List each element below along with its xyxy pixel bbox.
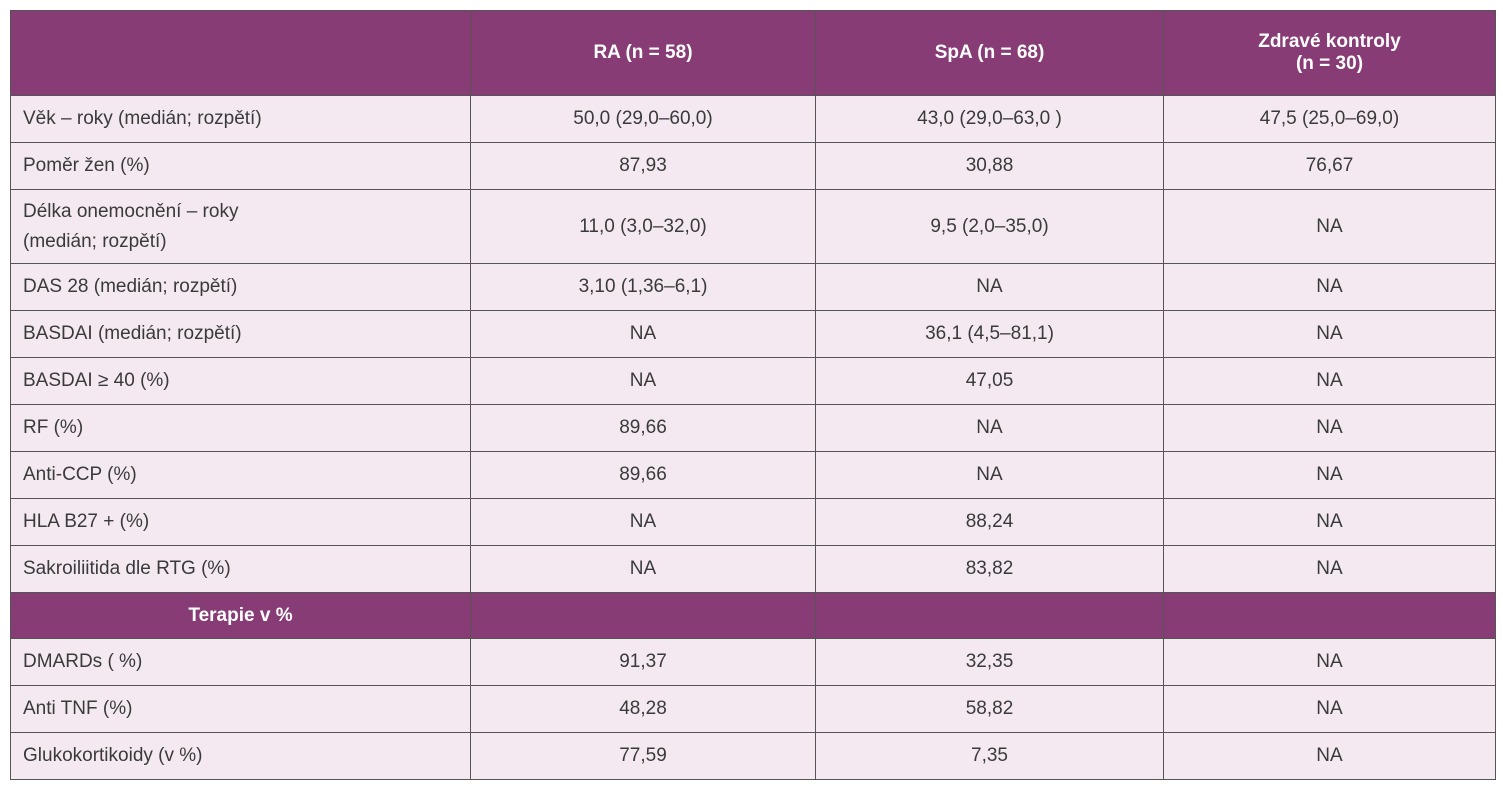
header-row: RA (n = 58) SpA (n = 68) Zdravé kontroly (n… xyxy=(10,10,1496,96)
row-label: DMARDs ( %) xyxy=(10,638,471,686)
table-row: Glukokortikoidy (v %) 77,59 7,35 NA xyxy=(10,732,1496,780)
section-cell xyxy=(815,592,1164,639)
table-row: BASDAI ≥ 40 (%) NA 47,05 NA xyxy=(10,357,1496,405)
cell: 36,1 (4,5–81,1) xyxy=(815,310,1164,358)
cell: NA xyxy=(470,357,816,405)
cell: 87,93 xyxy=(470,142,816,190)
cell: NA xyxy=(1163,498,1496,546)
header-cell xyxy=(10,10,471,96)
cell: NA xyxy=(470,545,816,593)
cell: 50,0 (29,0–60,0) xyxy=(470,95,816,143)
cell: NA xyxy=(1163,263,1496,311)
text-line: Zdravé kontroly xyxy=(1258,31,1401,52)
table-row: HLA B27 + (%) NA 88,24 NA xyxy=(10,498,1496,546)
header-cell: SpA (n = 68) xyxy=(815,10,1164,96)
header-cell: RA (n = 58) xyxy=(470,10,816,96)
cell: 43,0 (29,0–63,0 ) xyxy=(815,95,1164,143)
cell: 47,05 xyxy=(815,357,1164,405)
table-body: Věk – roky (medián; rozpětí) 50,0 (29,0–6… xyxy=(10,95,1496,780)
cell: NA xyxy=(1163,357,1496,405)
row-label: HLA B27 + (%) xyxy=(10,498,471,546)
cell: NA xyxy=(815,263,1164,311)
row-label: Věk – roky (medián; rozpětí) xyxy=(10,95,471,143)
cell: NA xyxy=(470,498,816,546)
table-row: BASDAI (medián; rozpětí) NA 36,1 (4,5–81,1… xyxy=(10,310,1496,358)
row-label: Sakroiliitida dle RTG (%) xyxy=(10,545,471,593)
cell: 76,67 xyxy=(1163,142,1496,190)
cell: 88,24 xyxy=(815,498,1164,546)
table-row: DAS 28 (medián; rozpětí) 3,10 (1,36–6,1) N… xyxy=(10,263,1496,311)
text-line: Délka onemocnění – roky xyxy=(23,201,239,223)
cell: NA xyxy=(1163,685,1496,733)
row-label: Glukokortikoidy (v %) xyxy=(10,732,471,780)
cell: 83,82 xyxy=(815,545,1164,593)
cell: 3,10 (1,36–6,1) xyxy=(470,263,816,311)
cell: 9,5 (2,0–35,0) xyxy=(815,189,1164,264)
cell: 89,66 xyxy=(470,451,816,499)
header-cell: Zdravé kontroly (n = 30) xyxy=(1163,10,1496,96)
section-cell xyxy=(1163,592,1496,639)
cell: 32,35 xyxy=(815,638,1164,686)
cell: 48,28 xyxy=(470,685,816,733)
table-row: Délka onemocnění – roky (medián; rozpětí)… xyxy=(10,189,1496,264)
cell: NA xyxy=(815,404,1164,452)
cell: 11,0 (3,0–32,0) xyxy=(470,189,816,264)
table-row: Věk – roky (medián; rozpětí) 50,0 (29,0–6… xyxy=(10,95,1496,143)
row-label: Poměr žen (%) xyxy=(10,142,471,190)
row-label: Délka onemocnění – roky (medián; rozpětí) xyxy=(10,189,471,264)
cell: NA xyxy=(1163,189,1496,264)
text-line: (n = 30) xyxy=(1295,53,1364,74)
row-label: Anti TNF (%) xyxy=(10,685,471,733)
table-row: DMARDs ( %) 91,37 32,35 NA xyxy=(10,638,1496,686)
row-label: BASDAI (medián; rozpětí) xyxy=(10,310,471,358)
row-label: Anti-CCP (%) xyxy=(10,451,471,499)
text-line: (medián; rozpětí) xyxy=(23,230,167,252)
table-row: Anti-CCP (%) 89,66 NA NA xyxy=(10,451,1496,499)
cell: NA xyxy=(1163,310,1496,358)
data-table: RA (n = 58) SpA (n = 68) Zdravé kontroly (n… xyxy=(10,10,1496,780)
cell: 91,37 xyxy=(470,638,816,686)
cell: 30,88 xyxy=(815,142,1164,190)
cell: NA xyxy=(1163,451,1496,499)
table-row: RF (%) 89,66 NA NA xyxy=(10,404,1496,452)
cell: NA xyxy=(815,451,1164,499)
row-label: DAS 28 (medián; rozpětí) xyxy=(10,263,471,311)
table-row: Anti TNF (%) 48,28 58,82 NA xyxy=(10,685,1496,733)
table-row: Poměr žen (%) 87,93 30,88 76,67 xyxy=(10,142,1496,190)
section-row: Terapie v % xyxy=(10,592,1496,639)
cell: 58,82 xyxy=(815,685,1164,733)
cell: 77,59 xyxy=(470,732,816,780)
cell: NA xyxy=(470,310,816,358)
section-cell xyxy=(470,592,816,639)
cell: NA xyxy=(1163,638,1496,686)
table-row: Sakroiliitida dle RTG (%) NA 83,82 NA xyxy=(10,545,1496,593)
cell: 47,5 (25,0–69,0) xyxy=(1163,95,1496,143)
cell: 7,35 xyxy=(815,732,1164,780)
cell: 89,66 xyxy=(470,404,816,452)
cell: NA xyxy=(1163,732,1496,780)
cell: NA xyxy=(1163,404,1496,452)
cell: NA xyxy=(1163,545,1496,593)
row-label: RF (%) xyxy=(10,404,471,452)
row-label: BASDAI ≥ 40 (%) xyxy=(10,357,471,405)
section-title: Terapie v % xyxy=(10,592,471,639)
